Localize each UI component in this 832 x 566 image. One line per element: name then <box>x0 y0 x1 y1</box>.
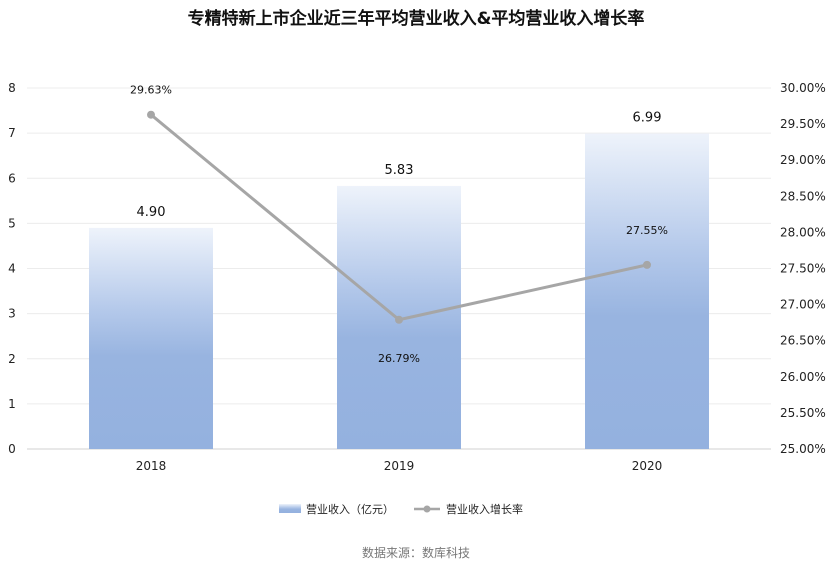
bar-value-label: 4.90 <box>137 205 166 220</box>
bar-value-label: 6.99 <box>633 111 662 126</box>
left-tick-label: 1 <box>8 397 16 411</box>
right-tick-label: 26.00% <box>780 370 826 384</box>
right-tick-label: 29.00% <box>780 153 826 167</box>
right-tick-label: 26.50% <box>780 334 826 348</box>
left-tick-label: 4 <box>8 262 16 276</box>
legend-line-label: 营业收入增长率 <box>446 502 523 516</box>
line-point <box>395 315 403 324</box>
line-point <box>147 110 155 119</box>
line-series: 29.63% 26.79% 27.55% <box>130 84 668 365</box>
line-point-label: 29.63% <box>130 84 172 97</box>
right-tick-label: 27.00% <box>780 298 826 312</box>
line-point-label: 26.79% <box>378 352 420 365</box>
bar-value-label: 5.83 <box>385 163 414 178</box>
left-tick-label: 5 <box>8 216 16 230</box>
x-axis: 2018 2019 2020 <box>136 459 663 473</box>
chart-title: 专精特新上市企业近三年平均营业收入&平均营业收入增长率 <box>188 8 645 29</box>
right-tick-label: 28.50% <box>780 189 826 203</box>
right-tick-label: 27.50% <box>780 262 826 276</box>
legend-bar-swatch <box>279 504 301 513</box>
left-tick-label: 8 <box>8 81 16 95</box>
right-tick-label: 25.00% <box>780 442 826 456</box>
left-tick-label: 7 <box>8 126 16 140</box>
legend: 营业收入（亿元） 营业收入增长率 <box>279 502 523 516</box>
bar <box>585 133 709 450</box>
source-note: 数据来源：数库科技 <box>362 545 470 560</box>
legend-bar-label: 营业收入（亿元） <box>306 502 394 516</box>
right-tick-label: 29.50% <box>780 117 826 131</box>
x-tick-label: 2020 <box>632 459 663 473</box>
right-tick-label: 28.00% <box>780 225 826 239</box>
right-tick-label: 25.50% <box>780 406 826 420</box>
bar <box>89 227 213 449</box>
left-tick-label: 3 <box>8 307 16 321</box>
legend-line-marker <box>423 505 431 513</box>
line-point-label: 27.55% <box>626 224 668 237</box>
left-tick-label: 0 <box>8 442 16 456</box>
x-tick-label: 2018 <box>136 459 167 473</box>
right-tick-label: 30.00% <box>780 81 826 95</box>
left-tick-label: 2 <box>8 352 16 366</box>
left-axis: 0 1 2 3 4 5 6 7 8 <box>8 81 16 456</box>
x-tick-label: 2019 <box>384 459 415 473</box>
bar-series: 4.90 5.83 6.99 <box>89 111 709 450</box>
line-point <box>643 260 651 269</box>
right-axis: 25.00% 25.50% 26.00% 26.50% 27.00% 27.50% 28.0… <box>780 81 826 456</box>
left-tick-label: 6 <box>8 171 16 185</box>
